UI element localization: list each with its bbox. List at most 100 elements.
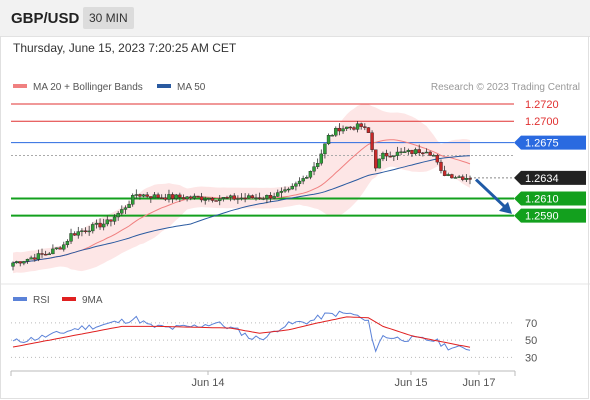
candle-body xyxy=(40,253,44,255)
candle-body xyxy=(43,253,48,256)
candle-body xyxy=(69,233,73,242)
candle-body xyxy=(243,197,247,200)
rsi-tick-label: 70 xyxy=(525,318,537,330)
candle-body xyxy=(337,127,342,132)
candle-body xyxy=(174,194,178,199)
candle-body xyxy=(330,134,334,137)
candle-body xyxy=(348,126,353,129)
projection-arrow-head xyxy=(499,201,512,214)
candle-body xyxy=(149,196,153,199)
candle-body xyxy=(413,149,418,154)
candle-body xyxy=(464,178,469,180)
candle-body xyxy=(272,196,276,199)
candle-body xyxy=(22,261,26,264)
projection-arrow-shaft xyxy=(474,178,508,209)
candle-body xyxy=(265,195,269,199)
candle-body xyxy=(232,195,236,200)
candle-body xyxy=(297,180,302,184)
rsi-legend-swatch xyxy=(13,297,27,301)
candle-body xyxy=(279,190,284,193)
level-label: 1.2675 xyxy=(525,138,559,150)
candle-body xyxy=(294,183,298,187)
symbol-title: GBP/USD xyxy=(11,10,80,27)
candle-body xyxy=(214,200,218,202)
candle-body xyxy=(80,230,84,232)
candle-body xyxy=(236,198,240,200)
time-tick-label: Jun 17 xyxy=(462,377,495,389)
candle-body xyxy=(203,199,207,201)
candle-body xyxy=(65,241,70,246)
candle-body xyxy=(29,257,33,260)
level-label: 1.2720 xyxy=(525,99,559,111)
candle-body xyxy=(76,231,80,236)
candle-body xyxy=(221,196,226,199)
candle-body xyxy=(87,230,91,233)
candle-body xyxy=(185,196,189,200)
candle-body xyxy=(461,176,465,180)
time-tick-label: Jun 15 xyxy=(394,377,427,389)
timeframe-badge[interactable]: 30 MIN xyxy=(83,7,134,29)
candle-body xyxy=(105,219,110,225)
candle-body xyxy=(109,219,113,222)
candle-body xyxy=(381,152,385,160)
candle-body xyxy=(54,247,59,250)
candle-body xyxy=(352,127,356,130)
candle-body xyxy=(152,194,157,199)
candle-body xyxy=(134,194,139,196)
chart-header: GBP/USD 30 MIN xyxy=(0,0,590,37)
rsi-tick-label: 50 xyxy=(525,335,537,347)
candle-body xyxy=(453,177,458,179)
candle-body xyxy=(116,212,120,218)
candle-body xyxy=(323,143,327,155)
candle-body xyxy=(141,194,146,197)
candle-body xyxy=(301,178,305,182)
candle-body xyxy=(283,189,287,192)
candle-body xyxy=(344,126,349,129)
candle-body xyxy=(33,257,37,260)
level-label-bg xyxy=(514,135,586,150)
candle-body xyxy=(341,128,345,132)
candle-body xyxy=(261,198,265,200)
candle-body xyxy=(370,132,374,150)
candle-body xyxy=(218,198,222,202)
candle-body xyxy=(435,155,440,163)
candle-body xyxy=(250,195,255,198)
candle-body xyxy=(388,155,392,158)
candle-body xyxy=(120,209,124,214)
candle-body xyxy=(58,247,62,250)
candle-body xyxy=(239,197,244,200)
candle-body xyxy=(51,248,55,255)
candle-body xyxy=(127,204,131,208)
rsi-ma9-line xyxy=(12,316,471,348)
current-price-label: 1.2634 xyxy=(525,173,559,185)
rsi-tick-label: 30 xyxy=(525,352,537,364)
level-label-bg xyxy=(514,191,586,206)
candle-body xyxy=(468,178,472,180)
candle-body xyxy=(83,230,88,232)
rsi-legend-label: 9MA xyxy=(82,295,103,306)
rsi-legend-swatch xyxy=(62,297,76,301)
candle-body xyxy=(47,253,51,256)
candle-body xyxy=(257,197,262,199)
candle-body xyxy=(363,126,367,128)
candle-body xyxy=(319,153,323,164)
candle-body xyxy=(315,163,320,167)
source-credit: Research © 2023 Trading Central xyxy=(431,82,580,93)
legend-swatch xyxy=(157,84,171,88)
candle-body xyxy=(359,123,363,127)
candle-body xyxy=(11,262,15,267)
candle-body xyxy=(446,174,450,176)
rsi-line xyxy=(12,310,471,353)
candle-body xyxy=(178,194,182,198)
candle-body xyxy=(156,194,160,198)
candle-body xyxy=(432,155,436,157)
candle-body xyxy=(101,223,106,228)
level-label: 1.2610 xyxy=(525,193,559,205)
candle-body xyxy=(305,177,309,179)
candle-body xyxy=(207,198,211,200)
level-label: 1.2700 xyxy=(525,116,559,128)
legend-swatch xyxy=(13,84,27,88)
candle-body xyxy=(384,152,389,157)
candle-body xyxy=(225,196,229,199)
time-tick-label: Jun 14 xyxy=(191,377,224,389)
